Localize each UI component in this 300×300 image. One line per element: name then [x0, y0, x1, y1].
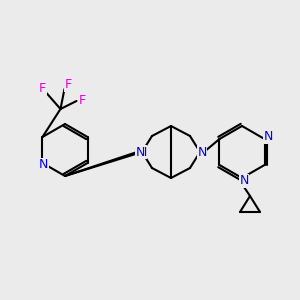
- Text: N: N: [39, 158, 48, 172]
- Text: F: F: [39, 82, 46, 95]
- Text: F: F: [79, 94, 86, 107]
- Text: N: N: [264, 130, 273, 143]
- Text: N: N: [239, 175, 249, 188]
- Text: N: N: [135, 146, 145, 158]
- Text: F: F: [65, 79, 72, 92]
- Text: N: N: [137, 146, 147, 158]
- Text: N: N: [197, 146, 207, 158]
